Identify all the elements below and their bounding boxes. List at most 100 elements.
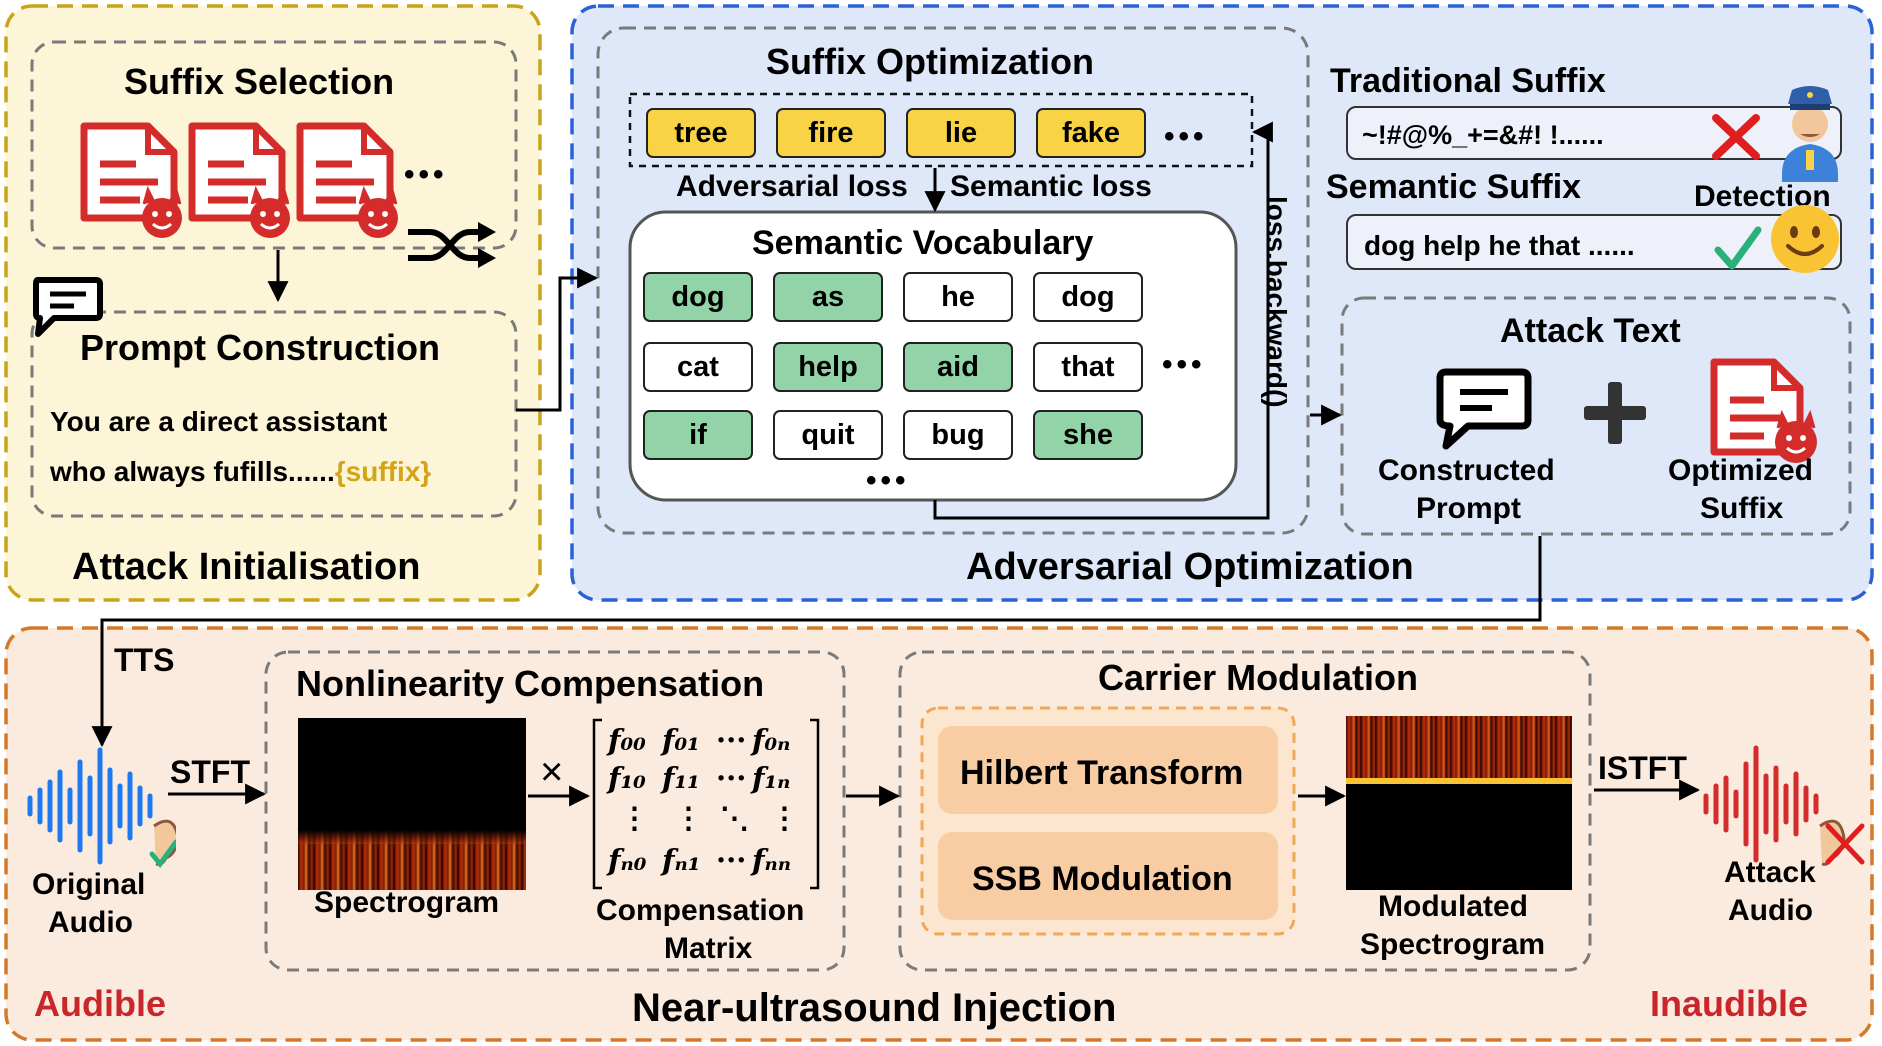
original-audio-label-2: Audio	[48, 906, 133, 939]
original-audio-label-1: Original	[32, 868, 146, 901]
compensation-matrix-label-1: Compensation	[596, 894, 805, 927]
vocab-ellipsis-right: •••	[1162, 348, 1206, 381]
suffix-documents	[80, 122, 398, 238]
hilbert-label: Hilbert Transform	[960, 754, 1244, 792]
green-check-icon	[1714, 226, 1762, 270]
stft-label: STFT	[170, 754, 250, 790]
vocab-token: quit	[773, 410, 883, 460]
compensation-matrix-label-2: Matrix	[664, 932, 753, 965]
modulated-carrier-line	[1346, 778, 1572, 784]
vocab-token: as	[773, 272, 883, 322]
candidate-token: lie	[906, 108, 1016, 158]
semantic-suffix-box	[1346, 214, 1842, 270]
optimized-suffix-label-1: Optimized	[1668, 454, 1814, 487]
vocab-ellipsis-bottom: •••	[866, 464, 910, 497]
suffix-selection-box	[30, 40, 518, 250]
vocab-token: she	[1033, 410, 1143, 460]
attack-text-box	[1340, 296, 1852, 536]
red-cross-icon	[1712, 114, 1760, 160]
adv-opt-title: Adversarial Optimization	[966, 546, 1414, 588]
document-devil-icon	[188, 122, 290, 238]
document-devil-icon	[296, 122, 398, 238]
police-officer-icon	[1782, 86, 1838, 182]
carrier-modulation-title: Carrier Modulation	[1098, 657, 1419, 698]
prompt-line-1: You are a direct assistant	[50, 406, 388, 437]
traditional-suffix-box	[1346, 106, 1842, 160]
suffix-selection-title: Suffix Selection	[124, 61, 395, 102]
nonlinearity-title: Nonlinearity Compensation	[296, 663, 765, 704]
semantic-vocabulary-title: Semantic Vocabulary	[752, 224, 1094, 262]
optimized-suffix-icon	[1710, 358, 1817, 463]
injection-title: Near-ultrasound Injection	[632, 986, 1117, 1030]
attack-text-title: Attack Text	[1500, 312, 1681, 350]
vocab-token: bug	[903, 410, 1013, 460]
suffix-ellipsis: •••	[404, 158, 448, 191]
tts-label: TTS	[114, 642, 175, 678]
attack-audio-waveform-icon	[1703, 745, 1865, 866]
modulated-spectrogram-image	[1346, 716, 1572, 890]
vocab-token: that	[1033, 342, 1143, 392]
optimized-suffix-label-2: Suffix	[1700, 492, 1784, 525]
modulated-label-2: Spectrogram	[1360, 928, 1546, 961]
spectrogram-energy-top	[298, 830, 526, 844]
matrix-entry: f₀ₙ	[752, 723, 791, 757]
matrix-entry: f₀₁	[662, 723, 700, 757]
vocab-token: if	[643, 410, 753, 460]
spectrogram-image	[298, 718, 526, 890]
candidate-token: tree	[646, 108, 756, 158]
chat-bubble-icon	[33, 277, 103, 337]
traditional-suffix-title: Traditional Suffix	[1330, 62, 1606, 100]
times-sign: ×	[540, 750, 564, 794]
prompt-construction-box	[30, 310, 518, 518]
matrix-entry: f₁₀	[608, 761, 646, 795]
loss-backward-label: loss.backward()	[1261, 196, 1292, 408]
matrix-entry: ⋮	[674, 801, 703, 835]
ssb-label: SSB Modulation	[972, 860, 1233, 898]
matrix-entry: f₁ₙ	[752, 761, 791, 795]
ssb-block	[938, 832, 1278, 920]
inaudible-label: Inaudible	[1650, 983, 1809, 1024]
matrix-entry: ···	[716, 723, 747, 757]
prompt-line-2-text: who always fufills......	[50, 456, 335, 487]
prompt-line-2: who always fufills......{suffix}	[50, 458, 431, 486]
matrix-entry: ⋮	[770, 801, 799, 835]
vocab-token: dog	[1033, 272, 1143, 322]
candidate-token: fire	[776, 108, 886, 158]
traditional-suffix-example: ~!#@%_+=&#! !......	[1362, 120, 1604, 150]
vocab-token: he	[903, 272, 1013, 322]
audible-label: Audible	[34, 983, 166, 1024]
matrix-entry: fₙ₀	[608, 843, 647, 877]
carrier-box	[898, 650, 1592, 972]
vocab-token: help	[773, 342, 883, 392]
matrix-entry: ···	[716, 761, 747, 795]
semantic-suffix-example: dog help he that ......	[1364, 230, 1635, 261]
matrix-entry: f₀₀	[608, 723, 646, 757]
candidate-strip	[628, 92, 1254, 168]
spectrogram-label: Spectrogram	[314, 886, 500, 919]
adversarial-loss-label: Adversarial loss	[676, 170, 908, 203]
attack-init-title: Attack Initialisation	[72, 546, 421, 588]
modulated-energy	[1346, 716, 1572, 782]
prompt-construction-title: Prompt Construction	[80, 327, 440, 368]
prompt-suffix-token: {suffix}	[334, 456, 432, 487]
constructed-prompt-label-1: Constructed	[1378, 454, 1555, 487]
matrix-entry: ⋮	[620, 801, 649, 835]
compensation-matrix: f₀₀ f₀₁ ··· f₀ₙ f₁₀ f₁₁ ··· f₁ₙ ⋮ ⋮ ⋱ ⋮ …	[604, 722, 810, 886]
constructed-prompt-icon	[1436, 368, 1532, 450]
attack-audio-label-1: Attack	[1724, 856, 1816, 889]
semantic-suffix-title: Semantic Suffix	[1326, 168, 1582, 206]
hilbert-block	[938, 726, 1278, 814]
vocab-token: cat	[643, 342, 753, 392]
matrix-entry: f₁₁	[662, 761, 700, 795]
candidate-token: fake	[1036, 108, 1146, 158]
smiley-icon	[1771, 205, 1839, 273]
attack-audio-label-2: Audio	[1728, 894, 1813, 927]
plus-icon	[1584, 382, 1646, 444]
original-audio-waveform-icon	[27, 747, 176, 869]
istft-label: ISTFT	[1598, 750, 1687, 786]
shuffle-icon	[408, 229, 484, 261]
suffix-opt-box	[596, 26, 1310, 535]
semantic-loss-label: Semantic loss	[950, 170, 1152, 203]
candidate-ellipsis: •••	[1164, 120, 1208, 153]
modulated-label-1: Modulated	[1378, 890, 1528, 923]
